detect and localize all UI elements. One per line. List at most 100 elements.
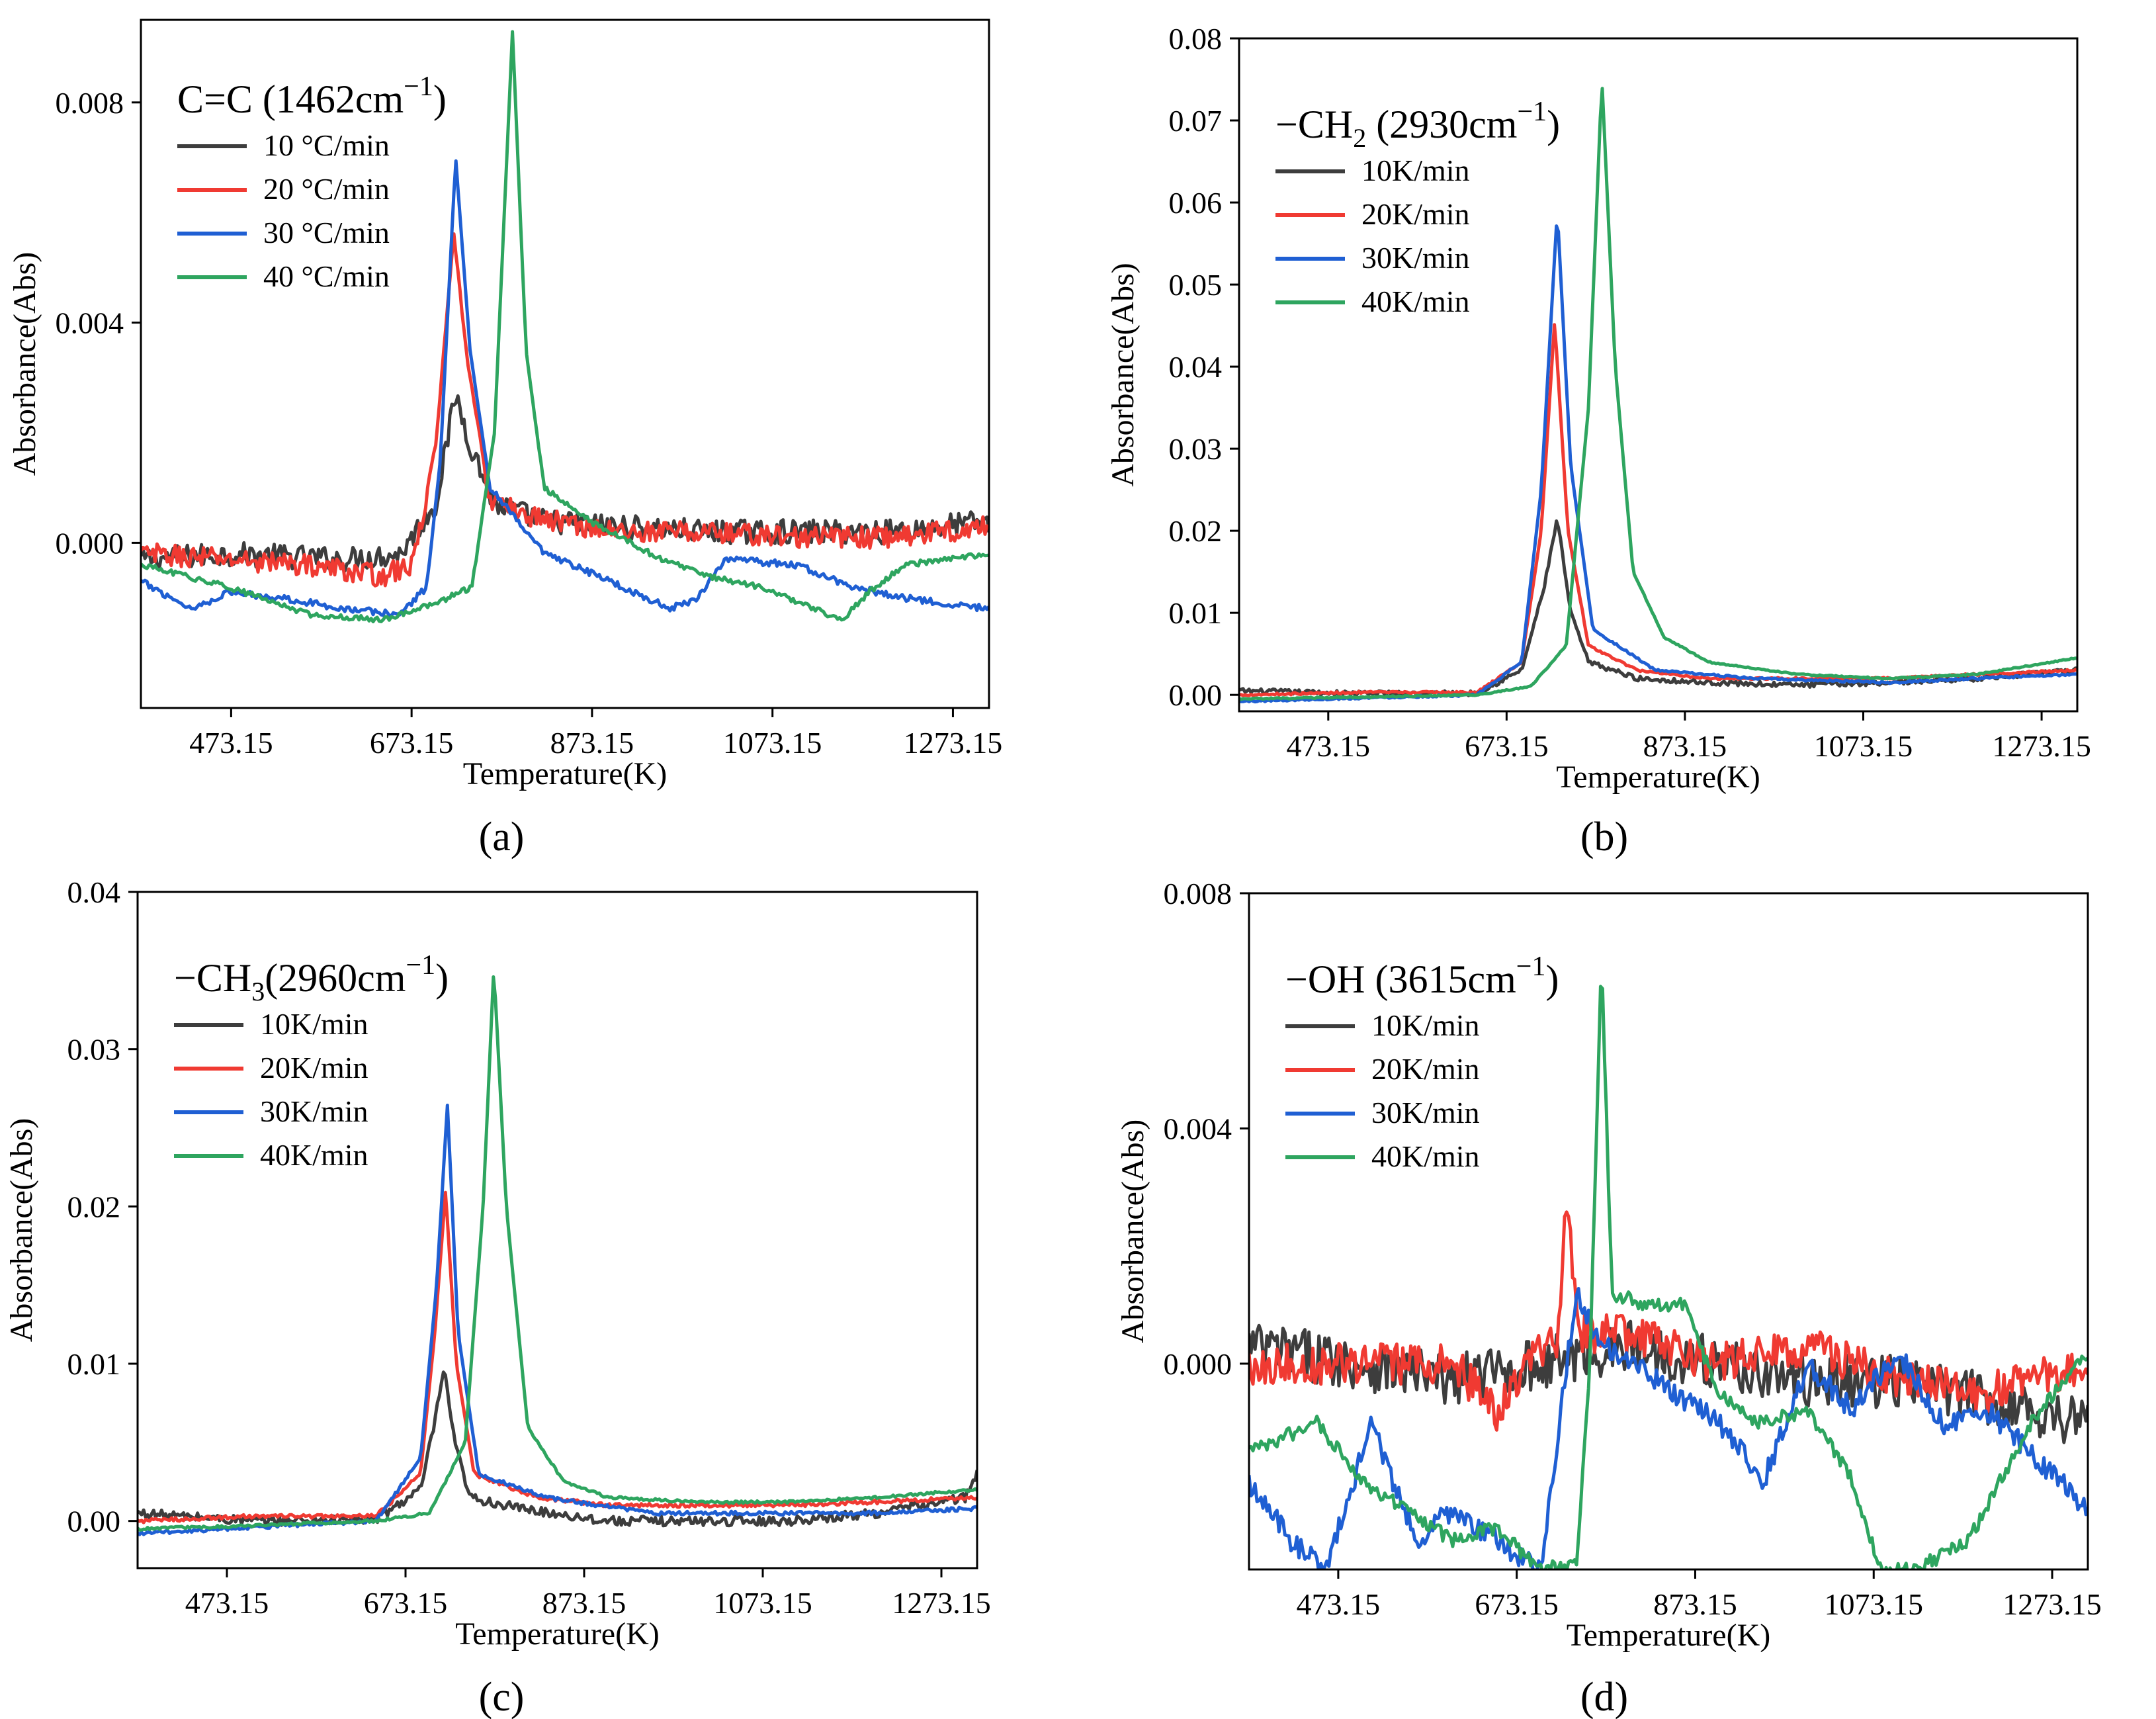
- x-tick-label: 1073.15: [723, 726, 822, 760]
- y-tick-label: 0.004: [1164, 1112, 1232, 1145]
- series-line-40k-min: [138, 975, 977, 1532]
- series-group: [1249, 985, 2088, 1569]
- title-main: −CH: [1275, 103, 1353, 146]
- title-main: −OH (3615cm: [1285, 957, 1516, 1001]
- chart-title: C=C (1462cm−1): [177, 71, 447, 121]
- y-tick-label: 0.03: [1169, 432, 1223, 466]
- legend-label: 10K/min: [1371, 1008, 1480, 1042]
- title-tail: (2930cm: [1366, 103, 1517, 146]
- title-subscript: 2: [1353, 123, 1366, 153]
- chart-title: −CH2 (2930cm−1): [1275, 97, 1560, 153]
- x-axis-label: Temperature(K): [1567, 1618, 1770, 1653]
- series-line-10k-min: [138, 1370, 977, 1528]
- series-line-40k-min: [1239, 87, 2077, 701]
- x-tick-label: 1273.15: [904, 726, 1003, 760]
- x-tick-label: 473.15: [1297, 1587, 1381, 1621]
- legend-label: 10K/min: [1361, 154, 1470, 187]
- y-tick-label: 0.08: [1169, 22, 1223, 56]
- title-main: C=C (1462cm: [177, 77, 404, 121]
- y-tick-label: 0.01: [1169, 596, 1223, 630]
- panel-d: 473.15 673.15 873.15 1073.15 1273.15 0.000 0.0…: [1115, 877, 2102, 1653]
- x-tick-label: 873.15: [1643, 729, 1727, 763]
- x-tick-label: 1073.15: [713, 1586, 812, 1620]
- y-tick-label: 0.03: [67, 1033, 121, 1067]
- x-tick-label: 1073.15: [1814, 729, 1913, 763]
- panel-a: 473.15 673.15 873.15 1073.15 1273.15 0.000 0.0…: [7, 19, 1003, 791]
- x-tick-label: 873.15: [550, 726, 634, 760]
- title-tail: (2960cm: [265, 956, 406, 1000]
- title-tail: ): [1545, 957, 1559, 1001]
- plot-frame: [136, 891, 978, 1569]
- legend-label: 40K/min: [1361, 285, 1470, 318]
- title-superscript: −1: [404, 71, 433, 102]
- title-end: ): [435, 956, 449, 1000]
- legend-label: 10K/min: [260, 1007, 368, 1041]
- y-tick-label: 0.04: [1169, 350, 1223, 384]
- plot-frame: [1238, 37, 2079, 713]
- y-tick-label: 0.04: [67, 875, 121, 909]
- x-tick-label: 873.15: [542, 1586, 626, 1620]
- x-tick-label: 1073.15: [1825, 1587, 1924, 1621]
- x-axis-label: Temperature(K): [463, 756, 667, 791]
- y-axis-label: Absorbance(Abs): [1105, 263, 1141, 487]
- title-main: −CH: [174, 956, 251, 1000]
- y-tick-label: 0.01: [67, 1347, 121, 1381]
- legend-label: 40 °C/min: [263, 259, 390, 293]
- legend-label: 30 °C/min: [263, 216, 390, 249]
- series-line-30-c-min: [141, 159, 989, 618]
- y-tick-label: 0.02: [67, 1190, 121, 1223]
- chart-title: −CH3(2960cm−1): [174, 950, 449, 1006]
- x-tick-label: 1273.15: [892, 1586, 991, 1620]
- y-axis-label: Absorbance(Abs): [4, 1118, 39, 1343]
- legend-label: 30K/min: [1371, 1096, 1480, 1129]
- series-line-20k-min: [1249, 1210, 2088, 1432]
- legend-label: 20K/min: [1371, 1052, 1480, 1086]
- title-subscript: 3: [251, 977, 265, 1006]
- x-axis-label: Temperature(K): [455, 1616, 659, 1652]
- x-tick-label: 673.15: [1475, 1587, 1559, 1621]
- x-axis-label: Temperature(K): [1556, 760, 1760, 795]
- chart-title: −OH (3615cm−1): [1285, 951, 1559, 1001]
- x-tick-label: 673.15: [364, 1586, 448, 1620]
- legend-label: 20K/min: [260, 1051, 368, 1084]
- x-tick-label: 473.15: [189, 726, 273, 760]
- panel-caption-c: (c): [479, 1675, 525, 1719]
- series-line-30k-min: [1249, 1287, 2088, 1569]
- series-line-20-c-min: [141, 232, 989, 588]
- legend-label: 40K/min: [260, 1138, 368, 1172]
- y-tick-label: 0.05: [1169, 268, 1223, 302]
- legend-label: 20K/min: [1361, 197, 1470, 231]
- legend-label: 20 °C/min: [263, 172, 390, 206]
- x-tick-label: 673.15: [1465, 729, 1549, 763]
- y-tick-label: 0.06: [1169, 186, 1223, 220]
- y-tick-label: 0.02: [1169, 514, 1223, 548]
- y-axis-label: Absorbance(Abs): [7, 252, 42, 476]
- title-tail: ): [433, 77, 447, 121]
- x-tick-label: 473.15: [185, 1586, 269, 1620]
- x-tick-label: 473.15: [1287, 729, 1371, 763]
- x-tick-label: 673.15: [370, 726, 454, 760]
- panel-b: 473.15 673.15 873.15 1073.15 1273.15 0.00 0.01…: [1105, 22, 2091, 795]
- series-line-40-c-min: [141, 30, 989, 624]
- title-superscript: −1: [406, 950, 435, 981]
- legend-label: 40K/min: [1371, 1139, 1480, 1173]
- plot-frame: [1248, 892, 2089, 1571]
- y-axis-label: Absorbance(Abs): [1115, 1120, 1150, 1344]
- x-tick-label: 873.15: [1653, 1587, 1737, 1621]
- title-superscript: −1: [1517, 97, 1547, 127]
- title-superscript: −1: [1516, 951, 1546, 982]
- series-group: [138, 975, 977, 1536]
- y-tick-label: 0.000: [1164, 1347, 1232, 1381]
- y-tick-label: 0.008: [1164, 877, 1232, 910]
- y-tick-label: 0.00: [67, 1505, 121, 1538]
- x-tick-label: 1273.15: [2003, 1587, 2102, 1621]
- y-tick-label: 0.07: [1169, 104, 1223, 138]
- title-end: ): [1547, 103, 1560, 146]
- y-tick-label: 0.004: [56, 306, 124, 340]
- series-group: [141, 30, 989, 624]
- y-tick-label: 0.000: [56, 526, 124, 560]
- legend-label: 30K/min: [260, 1094, 368, 1128]
- series-line-40k-min: [1249, 985, 2088, 1569]
- panel-caption-b: (b): [1580, 815, 1628, 860]
